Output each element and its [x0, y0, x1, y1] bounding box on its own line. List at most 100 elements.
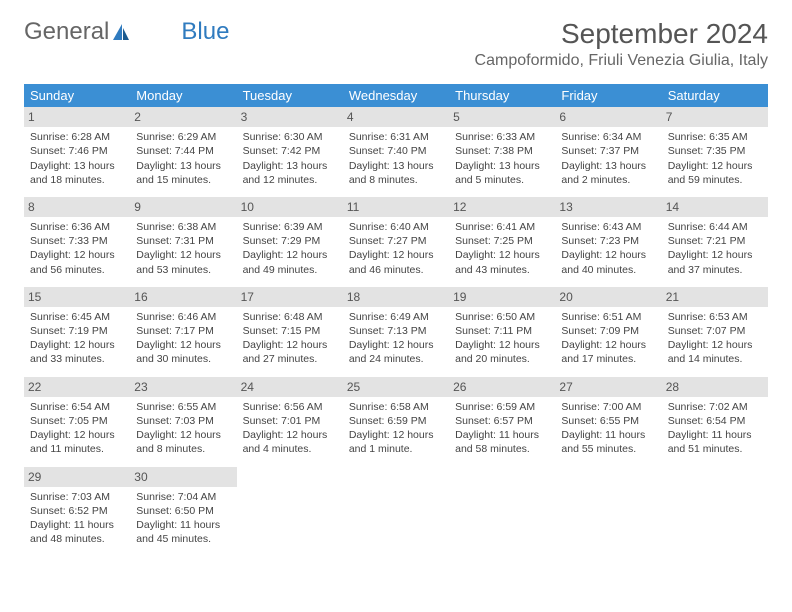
weekday-header-row: Sunday Monday Tuesday Wednesday Thursday… — [24, 84, 768, 107]
calendar-day-cell: 5Sunrise: 6:33 AMSunset: 7:38 PMDaylight… — [449, 107, 555, 197]
calendar-day-cell: 23Sunrise: 6:55 AMSunset: 7:03 PMDayligh… — [130, 377, 236, 467]
calendar-day-cell: 15Sunrise: 6:45 AMSunset: 7:19 PMDayligh… — [24, 287, 130, 377]
day-number: 23 — [130, 377, 236, 397]
sunset-text: Sunset: 6:55 PM — [561, 415, 639, 427]
day-number: 12 — [449, 197, 555, 217]
daylight-text: Daylight: 12 hours and 40 minutes. — [561, 249, 646, 275]
calendar-day-cell: 30Sunrise: 7:04 AMSunset: 6:50 PMDayligh… — [130, 467, 236, 557]
sunset-text: Sunset: 6:50 PM — [136, 505, 214, 517]
calendar-day-cell: 16Sunrise: 6:46 AMSunset: 7:17 PMDayligh… — [130, 287, 236, 377]
daylight-text: Daylight: 13 hours and 2 minutes. — [561, 160, 646, 186]
sunrise-text: Sunrise: 6:55 AM — [136, 401, 216, 413]
sunset-text: Sunset: 7:11 PM — [455, 325, 532, 337]
daylight-text: Daylight: 12 hours and 37 minutes. — [668, 249, 753, 275]
daylight-text: Daylight: 11 hours and 45 minutes. — [136, 519, 220, 545]
sunrise-text: Sunrise: 7:03 AM — [30, 491, 110, 503]
day-number: 29 — [24, 467, 130, 487]
sunset-text: Sunset: 6:57 PM — [455, 415, 533, 427]
calendar-day-cell: 26Sunrise: 6:59 AMSunset: 6:57 PMDayligh… — [449, 377, 555, 467]
daylight-text: Daylight: 12 hours and 11 minutes. — [30, 429, 115, 455]
day-number: 18 — [343, 287, 449, 307]
calendar-day-cell: 22Sunrise: 6:54 AMSunset: 7:05 PMDayligh… — [24, 377, 130, 467]
calendar-day-cell: 3Sunrise: 6:30 AMSunset: 7:42 PMDaylight… — [237, 107, 343, 197]
calendar-day-cell: . — [343, 467, 449, 557]
calendar-day-cell: 21Sunrise: 6:53 AMSunset: 7:07 PMDayligh… — [662, 287, 768, 377]
calendar-day-cell: 7Sunrise: 6:35 AMSunset: 7:35 PMDaylight… — [662, 107, 768, 197]
sunset-text: Sunset: 7:21 PM — [668, 235, 746, 247]
day-number: 3 — [237, 107, 343, 127]
calendar-day-cell: 13Sunrise: 6:43 AMSunset: 7:23 PMDayligh… — [555, 197, 661, 287]
calendar-day-cell: 17Sunrise: 6:48 AMSunset: 7:15 PMDayligh… — [237, 287, 343, 377]
calendar-day-cell: . — [662, 467, 768, 557]
sunrise-text: Sunrise: 6:28 AM — [30, 131, 110, 143]
sunset-text: Sunset: 7:25 PM — [455, 235, 533, 247]
calendar-week-row: 29 Sunrise: 7:03 AM Sunset: 6:52 PM Dayligh… — [24, 467, 768, 557]
calendar-day-cell: 1 Sunrise: 6:28 AM Sunset: 7:46 PM Daylight… — [24, 107, 130, 197]
sunrise-text: Sunrise: 6:58 AM — [349, 401, 429, 413]
day-number: 13 — [555, 197, 661, 217]
sunset-text: Sunset: 7:15 PM — [243, 325, 321, 337]
title-block: September 2024 Campoformido, Friuli Vene… — [475, 18, 768, 70]
day-number: 22 — [24, 377, 130, 397]
calendar-day-cell: 12Sunrise: 6:41 AMSunset: 7:25 PMDayligh… — [449, 197, 555, 287]
day-number: 7 — [662, 107, 768, 127]
sunset-text: Sunset: 7:03 PM — [136, 415, 214, 427]
daylight-text: Daylight: 12 hours and 20 minutes. — [455, 339, 540, 365]
sunset-text: Sunset: 7:46 PM — [30, 145, 108, 157]
month-title: September 2024 — [475, 18, 768, 50]
weekday-header: Saturday — [662, 84, 768, 107]
daylight-text: Daylight: 13 hours and 18 minutes. — [30, 160, 115, 186]
daylight-text: Daylight: 12 hours and 53 minutes. — [136, 249, 221, 275]
sunset-text: Sunset: 7:07 PM — [668, 325, 746, 337]
sunrise-text: Sunrise: 6:39 AM — [243, 221, 323, 233]
sunrise-text: Sunrise: 6:30 AM — [243, 131, 323, 143]
daylight-text: Daylight: 12 hours and 49 minutes. — [243, 249, 328, 275]
brand-part2: Blue — [181, 18, 229, 46]
sunset-text: Sunset: 7:01 PM — [243, 415, 321, 427]
weekday-header: Tuesday — [237, 84, 343, 107]
day-number: 21 — [662, 287, 768, 307]
sunrise-text: Sunrise: 6:50 AM — [455, 311, 535, 323]
weekday-header: Thursday — [449, 84, 555, 107]
weekday-header: Friday — [555, 84, 661, 107]
sunrise-text: Sunrise: 6:48 AM — [243, 311, 323, 323]
calendar-day-cell: 20Sunrise: 6:51 AMSunset: 7:09 PMDayligh… — [555, 287, 661, 377]
day-number: 16 — [130, 287, 236, 307]
calendar-day-cell: 11Sunrise: 6:40 AMSunset: 7:27 PMDayligh… — [343, 197, 449, 287]
sunrise-text: Sunrise: 6:38 AM — [136, 221, 216, 233]
calendar-day-cell: 2Sunrise: 6:29 AMSunset: 7:44 PMDaylight… — [130, 107, 236, 197]
sunset-text: Sunset: 7:23 PM — [561, 235, 639, 247]
sunrise-text: Sunrise: 7:04 AM — [136, 491, 216, 503]
sunrise-text: Sunrise: 6:54 AM — [30, 401, 110, 413]
daylight-text: Daylight: 11 hours and 51 minutes. — [668, 429, 752, 455]
calendar-day-cell: 4Sunrise: 6:31 AMSunset: 7:40 PMDaylight… — [343, 107, 449, 197]
day-number: 5 — [449, 107, 555, 127]
daylight-text: Daylight: 13 hours and 5 minutes. — [455, 160, 540, 186]
daylight-text: Daylight: 12 hours and 33 minutes. — [30, 339, 115, 365]
calendar-day-cell: . — [237, 467, 343, 557]
sunset-text: Sunset: 7:31 PM — [136, 235, 214, 247]
weekday-header: Wednesday — [343, 84, 449, 107]
daylight-text: Daylight: 12 hours and 4 minutes. — [243, 429, 328, 455]
header: General Blue September 2024 Campoformido… — [24, 18, 768, 70]
sunrise-text: Sunrise: 7:02 AM — [668, 401, 748, 413]
day-number: 1 — [24, 107, 130, 127]
calendar-day-cell: . — [449, 467, 555, 557]
day-number: 10 — [237, 197, 343, 217]
day-number: 17 — [237, 287, 343, 307]
calendar-week-row: 1 Sunrise: 6:28 AM Sunset: 7:46 PM Daylight… — [24, 107, 768, 197]
day-number: 8 — [24, 197, 130, 217]
calendar-day-cell: 10Sunrise: 6:39 AMSunset: 7:29 PMDayligh… — [237, 197, 343, 287]
day-number: 14 — [662, 197, 768, 217]
brand-part1: General — [24, 18, 109, 46]
sunset-text: Sunset: 7:17 PM — [136, 325, 214, 337]
calendar-table: Sunday Monday Tuesday Wednesday Thursday… — [24, 84, 768, 556]
day-number: 15 — [24, 287, 130, 307]
daylight-text: Daylight: 12 hours and 1 minute. — [349, 429, 434, 455]
sunrise-text: Sunrise: 6:29 AM — [136, 131, 216, 143]
day-number: 28 — [662, 377, 768, 397]
sunrise-text: Sunrise: 6:49 AM — [349, 311, 429, 323]
sunset-text: Sunset: 6:52 PM — [30, 505, 108, 517]
sunset-text: Sunset: 7:33 PM — [30, 235, 108, 247]
weekday-header: Monday — [130, 84, 236, 107]
